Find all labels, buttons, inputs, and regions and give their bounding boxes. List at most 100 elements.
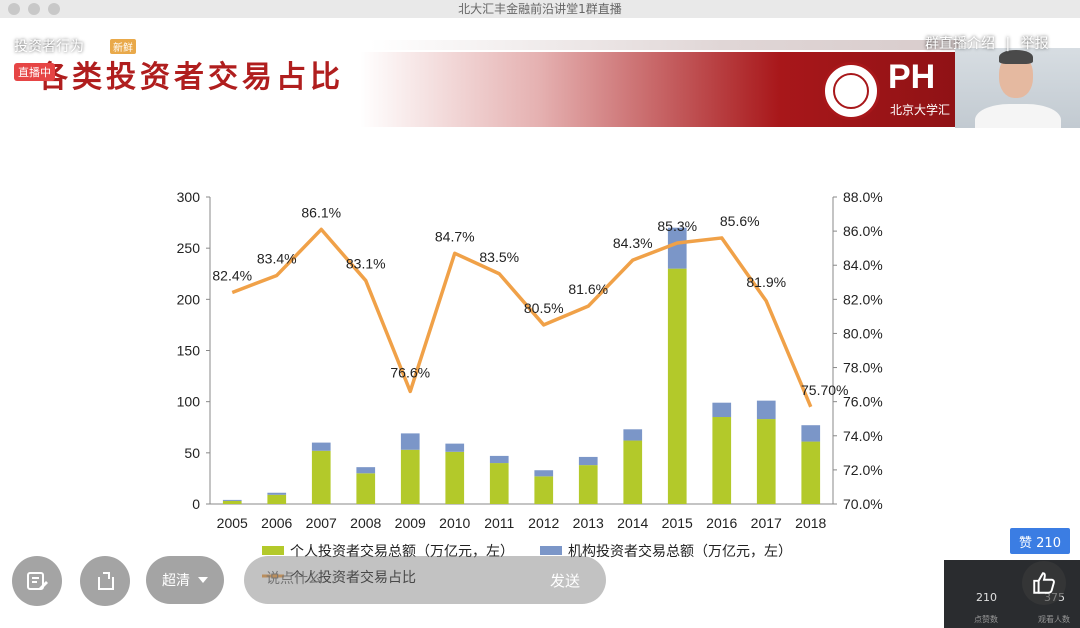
data-label: 85.3% [657, 218, 697, 234]
viewer-count-label: 观看人数 [1038, 615, 1070, 624]
bar-institutional [489, 455, 509, 464]
bar-institutional [400, 433, 420, 450]
window-title: 北大汇丰金融前沿讲堂1群直播 [458, 2, 622, 16]
header-decoration [370, 40, 960, 50]
x-axis-tick-label: 2014 [617, 515, 648, 531]
bar-individual [356, 473, 376, 504]
slide-title: 各类投资者交易占比 [38, 60, 344, 95]
right-axis-tick-label: 74.0% [843, 428, 883, 444]
bar-individual [667, 268, 687, 504]
university-seal-icon [822, 62, 880, 120]
bar-institutional [445, 443, 465, 452]
x-axis-tick-label: 2018 [795, 515, 826, 531]
left-axis-tick-label: 50 [184, 445, 200, 461]
data-label: 84.7% [435, 228, 475, 244]
bar-individual [311, 450, 331, 504]
bar-individual [623, 440, 643, 504]
data-label: 84.3% [613, 235, 653, 251]
thumb-up-icon [1033, 572, 1055, 594]
maximize-window-icon[interactable] [48, 3, 60, 15]
like-count-badge: 赞 210 [1010, 528, 1070, 554]
link-separator: | [1005, 36, 1011, 52]
like-count-label: 点赞数 [974, 615, 998, 624]
data-label: 76.6% [390, 364, 430, 380]
x-axis-tick-label: 2016 [706, 515, 737, 531]
bar-institutional [712, 402, 732, 418]
live-badge: 直播中 [14, 63, 55, 81]
right-axis-tick-label: 88.0% [843, 189, 883, 205]
legend-swatch-institutional [540, 546, 562, 555]
data-label: 81.9% [746, 274, 786, 290]
share-icon [98, 572, 114, 590]
logo-text: PH [888, 58, 936, 96]
window-titlebar: 北大汇丰金融前沿讲堂1群直播 [0, 0, 1080, 19]
quality-selector[interactable]: 超清 [146, 556, 224, 604]
data-label: 85.6% [720, 213, 760, 229]
data-label: 75.70% [801, 382, 848, 398]
topic-tag: 新鲜 [110, 39, 136, 54]
series-line-individual-share [231, 227, 813, 408]
x-axis-tick-label: 2012 [528, 515, 559, 531]
right-axis-tick-label: 72.0% [843, 462, 883, 478]
data-label: 81.6% [568, 281, 608, 297]
bar-individual [801, 441, 821, 504]
bar-individual [712, 417, 732, 504]
data-label: 86.1% [301, 204, 341, 220]
live-topic: 投资者行为 [14, 39, 84, 55]
data-label: 80.5% [524, 300, 564, 316]
left-axis-tick-label: 150 [177, 343, 201, 359]
bar-institutional [222, 499, 242, 501]
bar-individual [445, 451, 465, 504]
minimize-window-icon[interactable] [28, 3, 40, 15]
bar-institutional [667, 227, 687, 269]
x-axis-tick-label: 2013 [573, 515, 604, 531]
x-axis-tick-label: 2005 [217, 515, 248, 531]
left-axis-tick-label: 100 [177, 394, 201, 410]
bar-institutional [578, 456, 598, 466]
bar-institutional [534, 470, 554, 477]
data-label: 83.4% [257, 250, 297, 266]
x-axis-tick-label: 2007 [306, 515, 337, 531]
logo-subtitle: 北京大学汇 [890, 103, 951, 117]
right-axis-tick-label: 80.0% [843, 325, 883, 341]
right-axis-tick-label: 76.0% [843, 394, 883, 410]
data-label: 82.4% [212, 268, 252, 284]
left-axis-tick-label: 250 [177, 240, 201, 256]
legend-swatch-individual [262, 546, 284, 555]
bar-individual [489, 463, 509, 504]
close-window-icon[interactable] [8, 3, 20, 15]
right-axis-tick-label: 70.0% [843, 496, 883, 512]
x-axis-tick-label: 2010 [439, 515, 470, 531]
x-axis-tick-label: 2008 [350, 515, 381, 531]
edit-button[interactable] [12, 556, 62, 606]
x-axis-tick-label: 2015 [662, 515, 693, 531]
bar-individual [267, 494, 287, 504]
data-label: 83.5% [479, 249, 519, 265]
report-link[interactable]: 举报 [1020, 36, 1049, 52]
chat-bar: 发送 [244, 556, 606, 604]
chevron-down-icon [198, 577, 208, 583]
group-intro-link[interactable]: 群直播介绍 [925, 36, 995, 52]
right-axis-tick-label: 78.0% [843, 360, 883, 376]
bar-individual [222, 500, 242, 504]
presenter-video[interactable] [955, 48, 1080, 128]
bar-individual [534, 476, 554, 504]
legend-label-institutional: 机构投资者交易总额（万亿元，左） [568, 543, 792, 560]
left-axis-tick-label: 0 [192, 496, 200, 512]
share-button[interactable] [80, 556, 130, 606]
bar-institutional [356, 467, 376, 474]
bar-institutional [756, 400, 776, 420]
like-button[interactable] [1022, 561, 1066, 605]
bar-individual [578, 465, 598, 504]
bar-institutional [623, 429, 643, 441]
data-label: 83.1% [346, 256, 386, 272]
left-axis-tick-label: 200 [177, 291, 201, 307]
edit-icon [27, 572, 48, 590]
x-axis-tick-label: 2017 [751, 515, 782, 531]
send-button[interactable]: 发送 [550, 572, 581, 590]
right-axis-tick-label: 86.0% [843, 223, 883, 239]
chat-input[interactable] [264, 570, 498, 588]
right-axis-tick-label: 84.0% [843, 257, 883, 273]
x-axis-tick-label: 2006 [261, 515, 292, 531]
left-axis-tick-label: 300 [177, 189, 201, 205]
